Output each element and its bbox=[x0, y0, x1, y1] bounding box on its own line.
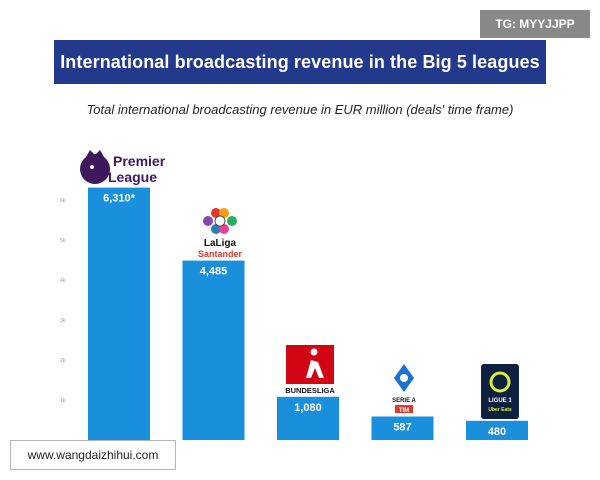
ligue1-emblem-icon bbox=[489, 371, 511, 393]
chart-title-banner: International broadcasting revenue in th… bbox=[54, 40, 546, 84]
ligue1-logo-line2: Uber Eats bbox=[488, 407, 512, 413]
premier-league-logo-line2: League bbox=[108, 169, 157, 185]
value-labels: 6,310* 4,485 1,080 587 480 bbox=[103, 193, 506, 438]
bar bbox=[88, 187, 150, 440]
premier-league-logo-line1: Premier bbox=[113, 153, 166, 169]
bar-value-label: 4,485 bbox=[200, 266, 228, 278]
bundesliga-logo-text: BUNDESLIGA bbox=[285, 386, 335, 395]
laliga-logo-line1: LaLiga bbox=[204, 238, 237, 249]
laliga-flower-icon bbox=[203, 208, 237, 234]
serie-a-logo-line1: SERIE A bbox=[392, 398, 416, 404]
bar-value-label: 6,310* bbox=[103, 193, 136, 205]
laliga-logo: LaLiga Santander bbox=[198, 208, 243, 259]
premier-league-logo: Premier League bbox=[80, 150, 166, 185]
url-watermark: www.wangdaizhihui.com bbox=[10, 440, 176, 470]
bar bbox=[466, 420, 528, 440]
serie-a-logo-line2: TIM bbox=[399, 408, 409, 414]
chart-subtitle: Total international broadcasting revenue… bbox=[86, 102, 514, 117]
bundesliga-logo: BUNDESLIGA bbox=[285, 345, 335, 395]
bars bbox=[88, 187, 528, 440]
bar-value-label: 1,080 bbox=[294, 402, 322, 414]
bar-value-label: 587 bbox=[393, 422, 411, 434]
bar-value-label: 480 bbox=[488, 426, 506, 438]
premier-league-lion-icon bbox=[80, 154, 110, 184]
premier-league-crown-icon bbox=[86, 150, 104, 157]
laliga-logo-line2: Santander bbox=[198, 249, 243, 259]
y-tick-label: 2k bbox=[60, 358, 66, 364]
y-tick-label: 5k bbox=[60, 238, 66, 244]
bar bbox=[277, 396, 339, 440]
y-tick-label: 4k bbox=[60, 278, 66, 284]
serie-a-logo: SERIE A TIM bbox=[392, 364, 417, 414]
bar bbox=[182, 260, 245, 440]
chart-title: International broadcasting revenue in th… bbox=[60, 51, 540, 72]
bar bbox=[371, 416, 434, 440]
ligue1-logo: LIGUE 1 Uber Eats bbox=[481, 364, 519, 419]
y-axis-ticks: 1k 2k 3k 4k 5k 6k bbox=[60, 198, 66, 404]
y-tick-label: 6k bbox=[60, 198, 66, 204]
y-tick-label: 1k bbox=[60, 398, 66, 404]
ligue1-logo-line1: LIGUE 1 bbox=[488, 398, 512, 404]
y-tick-label: 3k bbox=[60, 318, 66, 324]
tg-watermark: TG: MYYJJPP bbox=[480, 10, 590, 38]
